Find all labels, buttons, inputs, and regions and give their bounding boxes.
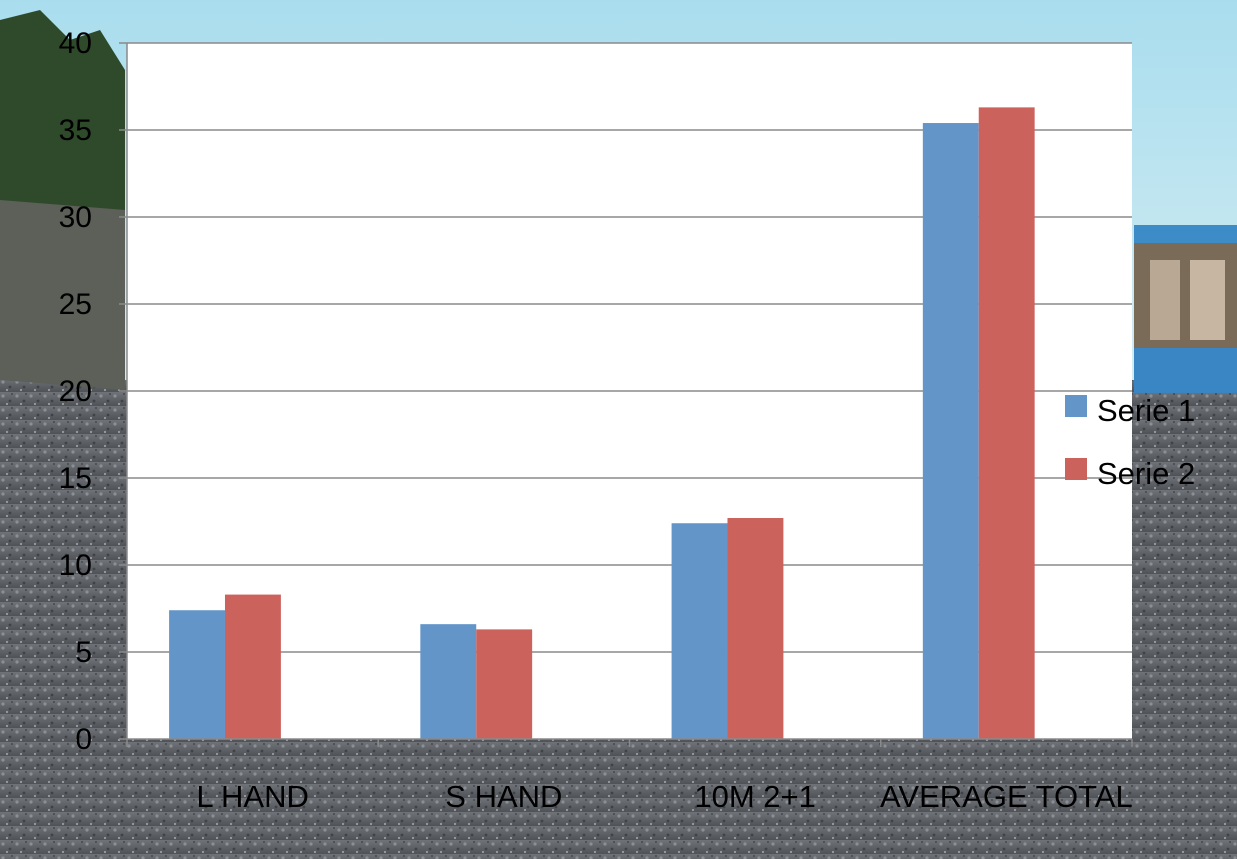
bar-serie-1-10m-2-1 — [671, 523, 728, 739]
legend-swatch-serie-1 — [1065, 395, 1087, 417]
category-label-s-hand: S HAND — [445, 779, 562, 814]
axes — [119, 42, 1133, 747]
category-label-average-total: AVERAGE TOTAL — [880, 779, 1133, 814]
bar-serie-1-l-hand — [169, 610, 225, 739]
bar-serie-2-10m-2-1 — [727, 518, 784, 739]
legend: Serie 1 Serie 2 — [1065, 393, 1195, 491]
y-tick-label-30: 30 — [59, 201, 92, 234]
category-label-10m-2-1: 10M 2+1 — [694, 779, 816, 814]
y-tick-label-40: 40 — [59, 27, 92, 60]
legend-swatch-serie-2 — [1065, 458, 1087, 480]
y-tick-label-15: 15 — [59, 462, 92, 495]
legend-label-serie-1: Serie 1 — [1097, 393, 1195, 428]
y-tick-label-25: 25 — [59, 288, 92, 321]
y-tick-label-10: 10 — [59, 549, 92, 582]
bar-serie-2-l-hand — [224, 594, 281, 739]
bar-serie-2-s-hand — [476, 629, 533, 739]
y-tick-label-20: 20 — [59, 375, 92, 408]
bar-serie-2-average-total — [978, 107, 1035, 739]
legend-label-serie-2: Serie 2 — [1097, 456, 1195, 491]
y-tick-label-5: 5 — [75, 636, 92, 669]
x-axis-category-labels: L HAND S HAND 10M 2+1 AVERAGE TOTAL — [196, 779, 1132, 814]
y-tick-label-35: 35 — [59, 114, 92, 147]
y-axis-tick-labels: 0 5 10 15 20 25 30 35 40 — [59, 27, 92, 756]
category-label-l-hand: L HAND — [196, 779, 309, 814]
bars — [169, 107, 1035, 740]
bar-serie-1-s-hand — [420, 624, 477, 739]
y-tick-label-0: 0 — [75, 723, 92, 756]
bar-serie-1-average-total — [922, 123, 979, 740]
